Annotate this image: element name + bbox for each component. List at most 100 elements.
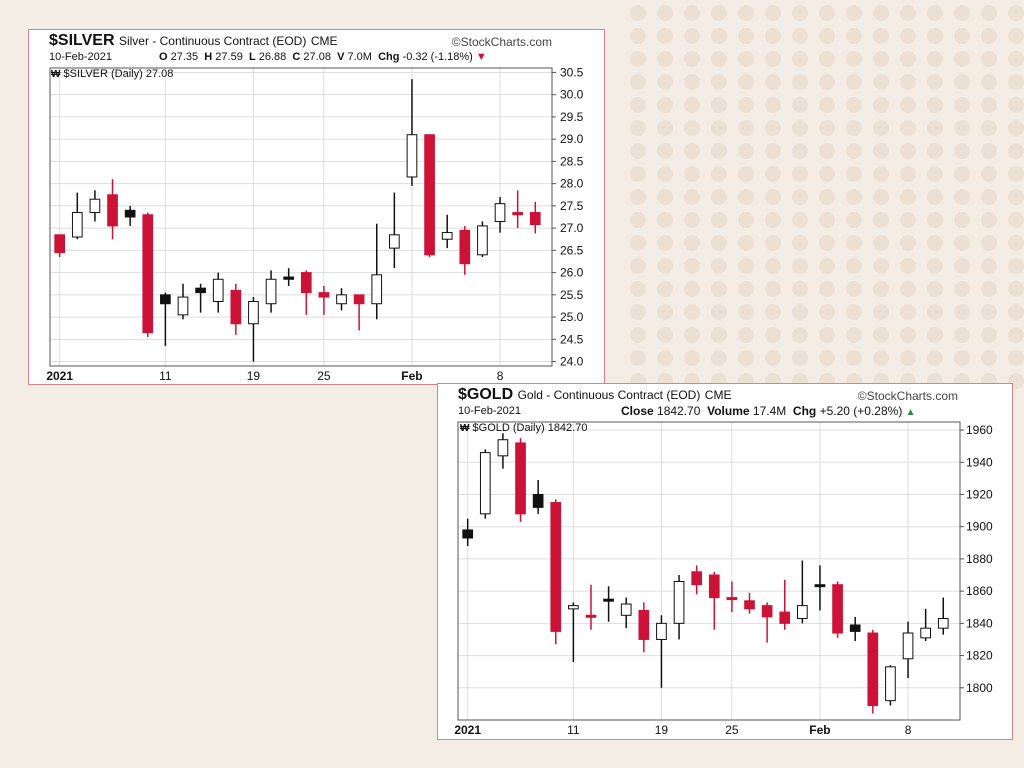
background-dot [738, 97, 754, 113]
background-dot [954, 51, 970, 67]
background-dot [738, 51, 754, 67]
y-tick-label: 1880 [966, 552, 993, 566]
candle [744, 592, 755, 614]
background-dot [954, 327, 970, 343]
background-dot [954, 143, 970, 159]
background-dot [954, 304, 970, 320]
candle [585, 584, 597, 630]
background-dot [684, 281, 700, 297]
y-tick-label: 26.5 [560, 243, 584, 257]
background-dot [711, 327, 727, 343]
background-dot [819, 143, 835, 159]
background-dot [1008, 5, 1024, 21]
background-dot [819, 350, 835, 366]
background-dot [792, 327, 808, 343]
background-dot [927, 97, 943, 113]
background-dot [981, 189, 997, 205]
y-tick-label: 29.5 [560, 110, 584, 124]
background-dot [738, 5, 754, 21]
inner-label: $GOLD (Daily) 1842.70 [472, 422, 588, 434]
background-dot [630, 212, 646, 228]
background-dot [927, 258, 943, 274]
y-tick-label: 25.0 [560, 310, 584, 324]
candle-body [300, 272, 312, 294]
background-dot [765, 74, 781, 90]
y-tick-label: 1820 [966, 649, 993, 663]
background-dot [873, 5, 889, 21]
background-dot [819, 212, 835, 228]
background-dot [657, 327, 673, 343]
y-tick-label: 1840 [966, 616, 993, 630]
chart-label-icon: ₩ [51, 69, 61, 80]
candle [318, 285, 330, 315]
background-dot [927, 143, 943, 159]
background-dot [684, 235, 700, 251]
candle [406, 79, 418, 186]
candle [494, 196, 506, 233]
background-dot [684, 304, 700, 320]
candle-body [550, 502, 562, 632]
exchange: CME [310, 34, 338, 48]
candle-body [620, 603, 632, 616]
background-dot [765, 281, 781, 297]
background-dot [684, 97, 700, 113]
candle-body [353, 294, 365, 305]
background-dot [684, 212, 700, 228]
change-down-icon: ▼ [475, 51, 487, 63]
background-dot [927, 327, 943, 343]
background-dot [792, 350, 808, 366]
background-dot [900, 51, 916, 67]
candle [248, 297, 259, 362]
candle-body [195, 287, 206, 294]
inner-label: $SILVER (Daily) 27.08 [63, 68, 174, 80]
x-tick-label: Feb [809, 723, 830, 737]
background-dot [900, 258, 916, 274]
candle [107, 179, 118, 240]
background-dot [927, 235, 943, 251]
background-dot [711, 5, 727, 21]
background-dot [657, 120, 673, 136]
candle [71, 192, 83, 240]
background-dot [873, 166, 889, 182]
candle-body [726, 597, 738, 601]
candle-body [656, 622, 667, 640]
y-tick-label: 27.0 [560, 221, 584, 235]
background-dot [900, 189, 916, 205]
background-dot [873, 281, 889, 297]
candle-body [177, 296, 189, 316]
plot-frame [49, 67, 553, 367]
copyright-icon: © [451, 35, 461, 49]
plot-area [458, 422, 960, 720]
chart-date: 10-Feb-2021 [49, 51, 112, 63]
background-dot [981, 51, 997, 67]
background-dot [846, 281, 862, 297]
background-dot [684, 258, 700, 274]
x-tick-label: 2021 [454, 723, 481, 737]
background-dot [981, 258, 997, 274]
background-dot [792, 258, 808, 274]
change-up-icon: ▲ [905, 407, 916, 418]
background-dot [981, 327, 997, 343]
candle [497, 433, 509, 469]
gold-chart-panel: 1800 1820 1840 1860 1880 1900 1920 1940 1960 2021… [437, 383, 1013, 740]
candle [529, 201, 541, 234]
candle [708, 571, 720, 630]
background-dot [657, 51, 673, 67]
background-dot [873, 212, 889, 228]
candle [532, 479, 544, 514]
background-dot [927, 189, 943, 205]
candle [673, 575, 685, 640]
candle-body [494, 203, 506, 222]
candle-body [814, 584, 826, 588]
y-tick-label: 1860 [966, 584, 993, 598]
background-dot [900, 350, 916, 366]
y-tick-label: 30.0 [560, 88, 584, 102]
y-tick-label: 24.5 [560, 332, 584, 346]
background-dot [873, 51, 889, 67]
x-tick-label: 8 [905, 723, 912, 737]
y-tick-label: 1960 [966, 423, 993, 437]
background-dot [657, 5, 673, 21]
background-dot [900, 74, 916, 90]
candle [142, 212, 154, 338]
background-dot [981, 350, 997, 366]
